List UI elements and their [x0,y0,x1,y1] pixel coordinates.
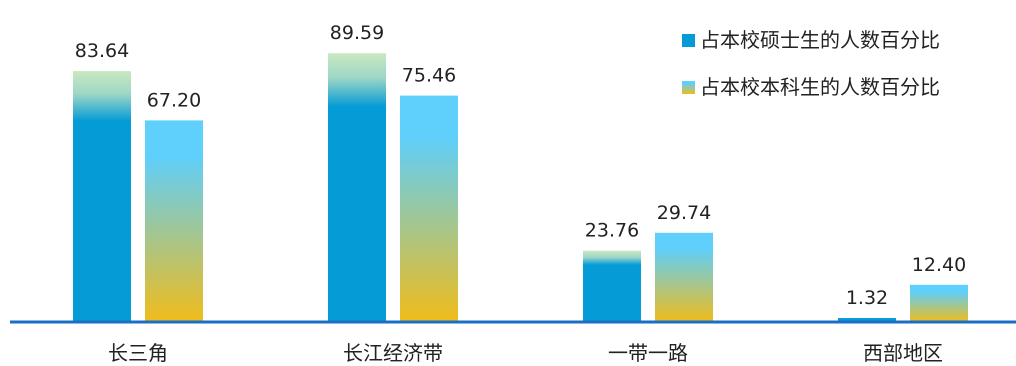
bar-masters-4 [838,318,896,322]
bar-masters-2 [328,53,386,322]
bars-group [73,53,968,323]
category-label-3: 一带一路 [608,341,688,365]
value-label-masters-4: 1.32 [846,287,888,309]
bar-undergrad-1 [145,120,203,323]
legend-label-undergrad: 占本校本科生的人数百分比 [700,75,940,99]
bar-undergrad-4 [910,284,968,322]
legend-swatch-masters [682,34,695,47]
value-label-masters-1: 83.64 [75,40,129,62]
bar-masters-1 [73,71,131,322]
value-label-masters-3: 23.76 [585,220,639,242]
value-label-undergrad-1: 67.20 [147,89,201,111]
value-label-undergrad-3: 29.74 [657,202,711,224]
legend-swatch-undergrad [682,81,695,94]
category-labels-group: 长三角 长江经济带 一带一路 西部地区 [108,341,943,365]
value-labels-group: 83.64 67.20 89.59 75.46 23.76 29.74 1.32 12.40 [75,22,966,309]
bar-undergrad-2 [400,95,458,323]
category-label-2: 长江经济带 [343,341,443,365]
category-label-4: 西部地区 [863,341,943,365]
legend-label-masters: 占本校硕士生的人数百分比 [700,28,940,52]
value-label-undergrad-2: 75.46 [402,65,456,87]
value-label-masters-2: 89.59 [330,22,384,44]
category-label-1: 长三角 [108,341,168,365]
value-label-undergrad-4: 12.40 [912,254,966,276]
bar-masters-3 [583,250,641,322]
bar-undergrad-3 [655,232,713,322]
